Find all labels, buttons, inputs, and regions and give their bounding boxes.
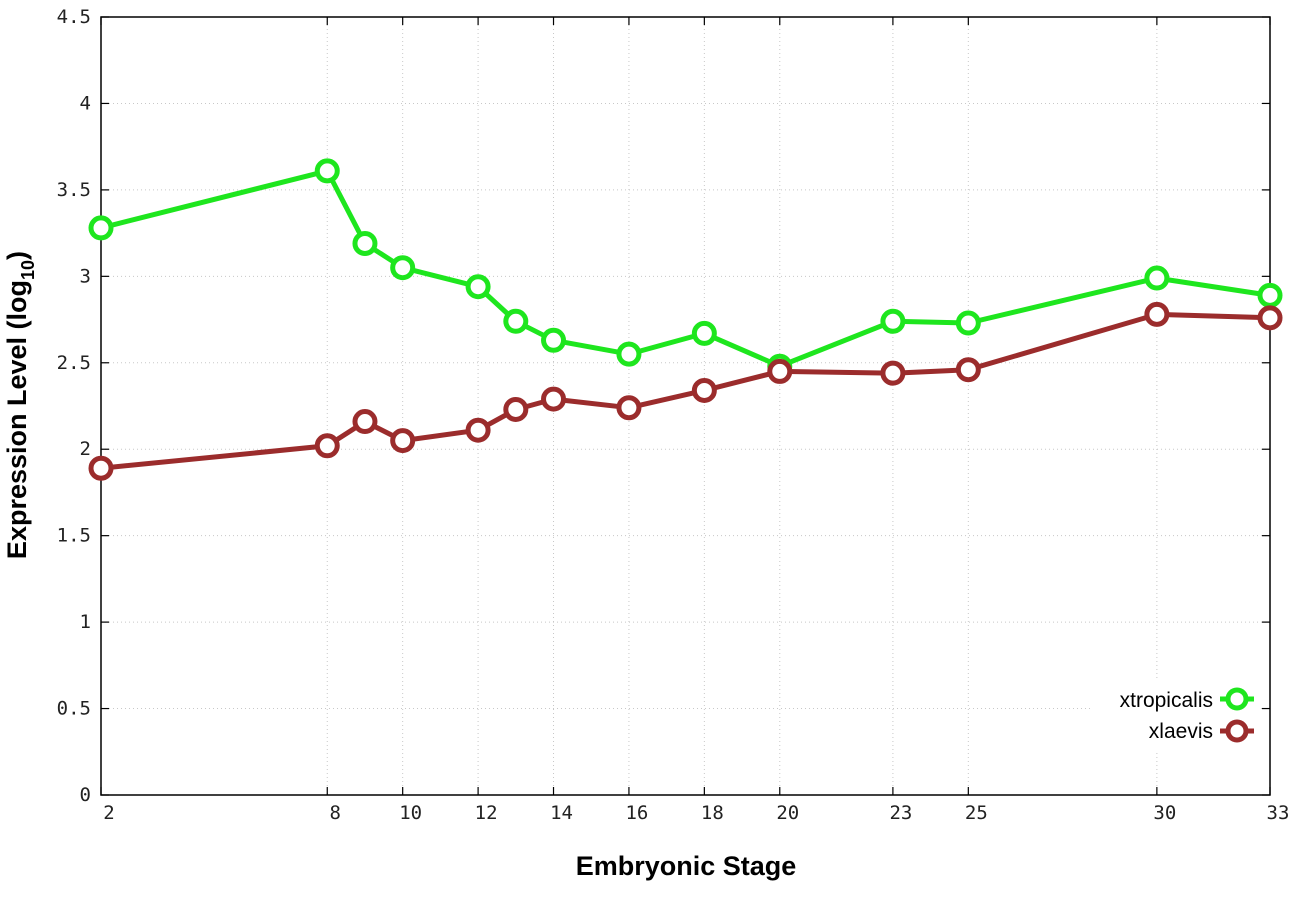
series-line-xtropicalis xyxy=(100,168,1271,369)
legend-marker-xtropicalis xyxy=(1225,687,1249,711)
x-tick-label: 33 xyxy=(1267,802,1290,824)
plot-frame xyxy=(100,16,1271,796)
x-tick-label: 14 xyxy=(550,802,573,824)
x-tick-label: 23 xyxy=(889,802,912,824)
data-point-xtropicalis xyxy=(314,158,340,184)
data-point-xlaevis xyxy=(314,433,340,459)
x-tick-label: 10 xyxy=(399,802,422,824)
data-point-xlaevis xyxy=(503,396,529,422)
data-point-xtropicalis xyxy=(541,327,567,353)
tick-marks xyxy=(100,16,1271,796)
data-point-xtropicalis xyxy=(1257,282,1283,308)
data-point-xtropicalis xyxy=(616,341,642,367)
y-tick-label: 3.5 xyxy=(57,179,91,201)
y-tick-label: 1 xyxy=(80,611,91,633)
x-tick-label: 20 xyxy=(776,802,799,824)
y-axis-title-subscript: 10 xyxy=(18,260,38,280)
data-point-xlaevis xyxy=(616,395,642,421)
data-point-xtropicalis xyxy=(691,320,717,346)
data-point-xtropicalis xyxy=(880,308,906,334)
x-tick-label: 12 xyxy=(475,802,498,824)
y-tick-labels: 0 0.5 1 1.5 2 2.5 3 3.5 4 4.5 xyxy=(57,6,91,806)
data-point-xlaevis xyxy=(691,377,717,403)
grid xyxy=(101,17,1270,795)
y-axis-title-main: Expression Level (log xyxy=(2,280,32,559)
x-tick-label: 25 xyxy=(965,802,988,824)
y-tick-label: 0.5 xyxy=(57,698,91,720)
data-point-xlaevis xyxy=(955,357,981,383)
data-point-xtropicalis xyxy=(390,255,416,281)
legend-marker-xlaevis xyxy=(1225,719,1249,743)
legend: xtropicalis xlaevis xyxy=(1090,680,1260,750)
data-point-xlaevis xyxy=(541,386,567,412)
x-axis-title: Embryonic Stage xyxy=(576,851,797,881)
y-tick-label: 2 xyxy=(80,438,91,460)
data-point-xtropicalis xyxy=(503,308,529,334)
data-point-xlaevis xyxy=(88,455,114,481)
data-point-xtropicalis xyxy=(352,230,378,256)
series-layer xyxy=(88,158,1283,481)
series-xtropicalis xyxy=(88,158,1283,379)
data-point-xtropicalis xyxy=(1144,265,1170,291)
x-tick-label: 8 xyxy=(330,802,341,824)
x-tick-labels: 2 8 10 12 14 16 18 20 23 25 30 33 xyxy=(103,802,1289,824)
y-tick-label: 0 xyxy=(80,784,91,806)
series-xlaevis xyxy=(88,301,1283,481)
y-axis-title-close: ) xyxy=(2,251,32,260)
x-tick-label: 16 xyxy=(625,802,648,824)
data-point-xlaevis xyxy=(352,409,378,435)
data-point-xlaevis xyxy=(1144,301,1170,327)
data-point-xtropicalis xyxy=(88,215,114,241)
data-point-xlaevis xyxy=(1257,305,1283,331)
y-tick-label: 4 xyxy=(80,92,91,114)
data-point-xlaevis xyxy=(880,360,906,386)
x-tick-label: 2 xyxy=(103,802,114,824)
y-tick-label: 2.5 xyxy=(57,352,91,374)
x-tick-label: 30 xyxy=(1153,802,1176,824)
data-point-xtropicalis xyxy=(955,310,981,336)
data-point-xlaevis xyxy=(465,417,491,443)
data-point-xlaevis xyxy=(767,358,793,384)
legend-label-xlaevis: xlaevis xyxy=(1149,720,1213,743)
data-point-xtropicalis xyxy=(465,274,491,300)
y-tick-label: 4.5 xyxy=(57,6,91,28)
y-tick-label: 3 xyxy=(80,265,91,287)
y-tick-label: 1.5 xyxy=(57,525,91,547)
data-point-xlaevis xyxy=(390,428,416,454)
y-axis-title: Expression Level (log10) xyxy=(2,251,38,559)
legend-label-xtropicalis: xtropicalis xyxy=(1120,689,1213,712)
x-tick-label: 18 xyxy=(701,802,724,824)
